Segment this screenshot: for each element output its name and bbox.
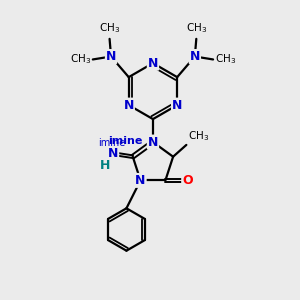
Text: N: N	[148, 57, 158, 70]
Text: H: H	[100, 159, 110, 172]
Text: imine: imine	[98, 139, 126, 148]
Text: CH$_3$: CH$_3$	[70, 52, 91, 66]
Text: N: N	[172, 99, 182, 112]
Text: CH$_3$: CH$_3$	[99, 22, 120, 35]
Text: N: N	[148, 136, 158, 148]
Text: CH$_3$: CH$_3$	[215, 52, 236, 66]
Text: N: N	[106, 50, 116, 63]
Text: N: N	[135, 174, 146, 187]
Text: N: N	[108, 147, 118, 160]
Text: N: N	[124, 99, 134, 112]
Text: O: O	[182, 174, 193, 187]
Text: imine: imine	[108, 136, 142, 146]
Text: CH$_3$: CH$_3$	[188, 130, 209, 143]
Text: CH$_3$: CH$_3$	[186, 22, 207, 35]
Text: N: N	[190, 50, 200, 63]
